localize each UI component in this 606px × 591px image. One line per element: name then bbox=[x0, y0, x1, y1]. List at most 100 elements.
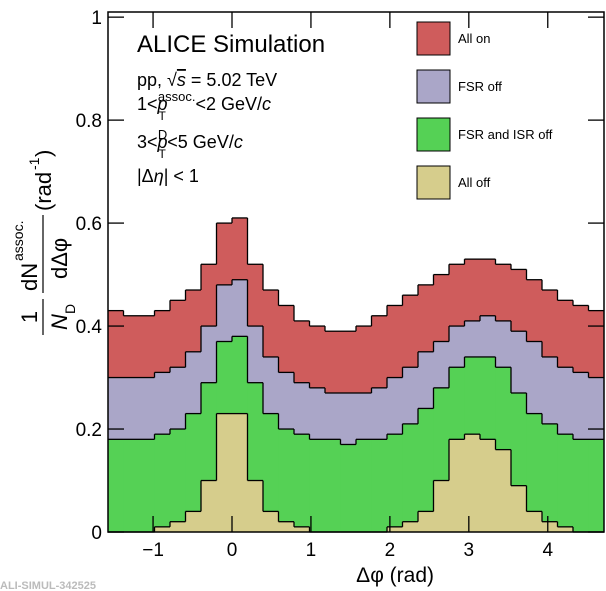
bar bbox=[247, 480, 264, 532]
bar bbox=[278, 429, 295, 532]
bar bbox=[185, 511, 202, 532]
y-label-part: -1 bbox=[26, 157, 42, 170]
annotation-part: T bbox=[159, 147, 167, 161]
bar bbox=[154, 434, 171, 532]
annotation-part: |Δ bbox=[137, 166, 154, 186]
bar bbox=[418, 511, 434, 532]
bar bbox=[557, 434, 574, 532]
bar bbox=[278, 521, 295, 532]
y-tick-label: 0.8 bbox=[76, 111, 102, 132]
bar bbox=[108, 439, 124, 532]
bar bbox=[511, 485, 527, 532]
annotation-part: <2 GeV/ bbox=[195, 94, 262, 114]
bar bbox=[216, 413, 233, 532]
annotation: ALICE Simulation bbox=[137, 31, 325, 58]
x-tick-label: −1 bbox=[142, 540, 164, 561]
bar bbox=[495, 449, 512, 532]
bar bbox=[263, 413, 279, 532]
legend-label: FSR off bbox=[458, 79, 502, 94]
bar bbox=[294, 526, 310, 532]
bar bbox=[480, 439, 496, 532]
bar bbox=[170, 521, 186, 532]
annotation-part: 3< bbox=[137, 132, 158, 152]
annotation-part: c bbox=[234, 132, 243, 152]
y-tick-label: 0.4 bbox=[76, 317, 103, 338]
frame bbox=[107, 11, 605, 533]
y-label-part: dN bbox=[17, 263, 42, 291]
bar bbox=[325, 439, 341, 532]
bar bbox=[526, 511, 543, 532]
bar bbox=[433, 480, 450, 532]
y-label-part: dΔφ bbox=[47, 238, 72, 279]
y-tick-label: 0.6 bbox=[76, 214, 102, 235]
legend-swatch bbox=[416, 117, 451, 152]
bar bbox=[588, 439, 605, 532]
x-tick-label: 3 bbox=[464, 540, 475, 561]
bar bbox=[340, 444, 357, 532]
y-label-part: N bbox=[47, 314, 72, 330]
bar bbox=[449, 439, 465, 532]
bar bbox=[371, 439, 388, 532]
annotation-part: assoc. bbox=[158, 89, 196, 104]
bar bbox=[123, 439, 140, 532]
annotation-part: η bbox=[154, 166, 164, 186]
bar bbox=[542, 423, 558, 532]
y-tick-label: 0.2 bbox=[76, 420, 102, 441]
bar bbox=[464, 434, 481, 532]
annotation-part: <5 GeV/ bbox=[167, 132, 234, 152]
plot-area bbox=[108, 217, 605, 533]
bar bbox=[402, 423, 419, 532]
bar bbox=[387, 526, 403, 532]
y-tick-label: 1 bbox=[91, 8, 102, 29]
x-tick-label: 0 bbox=[227, 540, 238, 561]
bar bbox=[154, 526, 171, 532]
y-label-part: (rad bbox=[31, 172, 56, 211]
axes: 0 0.2 0.4 0.6 0.8 1 −1 0 1 2 3 4 bbox=[76, 8, 604, 561]
annotation-part: pp, bbox=[137, 70, 167, 90]
bar bbox=[402, 521, 419, 532]
annotation: 3<p TD<5 GeV/c bbox=[137, 127, 243, 161]
annotation: pp, √s = 5.02 TeV bbox=[137, 70, 277, 90]
bar bbox=[356, 439, 372, 532]
y-label-part: 1 bbox=[17, 311, 42, 323]
bar bbox=[542, 521, 558, 532]
annotation-part: p bbox=[157, 132, 168, 152]
legend-label: FSR and ISR off bbox=[458, 127, 553, 142]
bar bbox=[185, 413, 202, 532]
bar bbox=[309, 439, 326, 532]
bar bbox=[526, 413, 543, 532]
legend-label: All on bbox=[458, 31, 491, 46]
annotation: 1<p Tassoc.<2 GeV/c bbox=[137, 89, 271, 123]
annotation-part: s bbox=[177, 70, 186, 90]
bar bbox=[573, 439, 589, 532]
bar bbox=[201, 480, 217, 532]
annotation-part: ALICE Simulation bbox=[137, 31, 325, 58]
y-label-part: assoc. bbox=[10, 221, 26, 261]
annotation-part: | < 1 bbox=[164, 166, 199, 186]
bar bbox=[170, 429, 186, 532]
bar bbox=[232, 413, 248, 532]
bar bbox=[139, 439, 155, 532]
bar bbox=[263, 511, 279, 532]
annotation-part: √ bbox=[167, 70, 177, 90]
y-label-part: ) bbox=[31, 150, 56, 157]
annotation-part: 1< bbox=[137, 94, 158, 114]
x-tick-label: 1 bbox=[306, 540, 317, 561]
y-axis-label: 1 N D dN assoc. dΔφ (rad -1 ) bbox=[10, 150, 78, 335]
annotation: |Δη| < 1 bbox=[137, 166, 199, 186]
bar bbox=[294, 434, 310, 532]
annotation-part: = 5.02 TeV bbox=[186, 70, 277, 90]
footer: ALI-SIMUL-342525 bbox=[0, 580, 96, 591]
annotation-part: c bbox=[262, 94, 271, 114]
bar bbox=[418, 408, 434, 532]
legend-swatch bbox=[416, 69, 451, 104]
x-tick-label: 2 bbox=[385, 540, 396, 561]
annotation-part: p bbox=[157, 94, 168, 114]
x-axis-label: Δφ (rad) bbox=[356, 564, 434, 587]
legend-swatch bbox=[416, 21, 451, 56]
bar bbox=[557, 526, 574, 532]
annotation-part: T bbox=[159, 109, 167, 123]
legend-swatch bbox=[416, 165, 451, 200]
bar bbox=[387, 434, 403, 532]
